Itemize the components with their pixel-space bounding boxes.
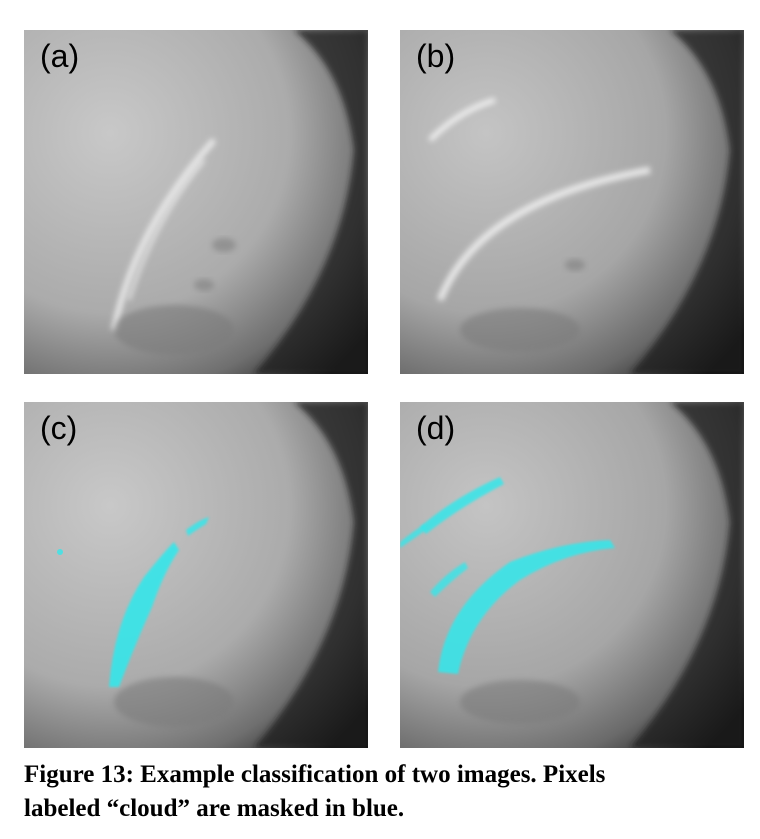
- cloud-mask-region: [438, 540, 615, 674]
- panel-d-image: (d): [400, 402, 744, 748]
- grayscale-planet-image-a: [24, 30, 368, 374]
- classified-planet-image-c: [24, 402, 368, 748]
- panel-label: (b): [416, 38, 456, 74]
- panel-label: (d): [416, 410, 456, 446]
- panel-label: (a): [40, 38, 80, 74]
- panel-b-image: (b): [400, 30, 744, 374]
- panel-label: (c): [40, 410, 78, 446]
- classified-planet-image-d: [400, 402, 744, 748]
- caption-line-2: labeled “cloud” are masked in blue.: [24, 795, 405, 822]
- cloud-mask-region: [57, 549, 63, 555]
- figure-caption: Figure 13: Example classification of two…: [24, 758, 744, 826]
- caption-line-1: Figure 13: Example classification of two…: [24, 761, 606, 788]
- cloud-mask-region: [109, 542, 179, 687]
- grayscale-planet-image-b: [400, 30, 744, 374]
- cloud-mask-region: [420, 477, 504, 534]
- cloud-mask-region: [400, 524, 426, 548]
- panel-a-image: (a): [24, 30, 368, 374]
- panel-c-image: (c): [24, 402, 368, 748]
- cloud-mask-region: [430, 562, 468, 597]
- cloud-mask-region: [186, 517, 209, 536]
